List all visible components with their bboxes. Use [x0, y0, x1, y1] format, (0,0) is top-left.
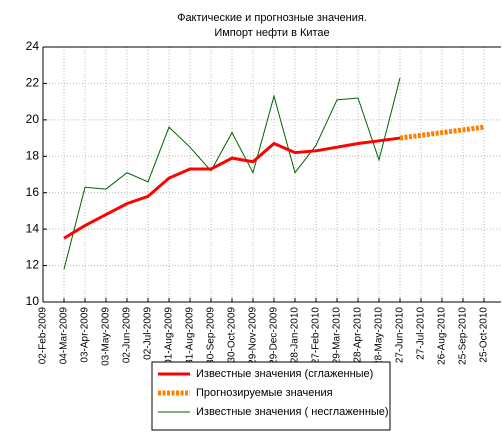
- legend-label: Известные значения (сглаженные): [196, 368, 373, 380]
- x-tick-label: 30-Sep-2009: [206, 307, 217, 365]
- x-tick-label: 02-Jun-2009: [122, 307, 133, 364]
- x-tick-label: 28-Jan-2010: [290, 307, 301, 364]
- y-tick-label: 24: [26, 39, 40, 53]
- y-tick-label: 16: [26, 185, 40, 199]
- y-tick-label: 20: [26, 112, 40, 126]
- y-tick-label: 10: [26, 294, 40, 308]
- x-tick-label: 04-Mar-2009: [59, 307, 70, 365]
- x-tick-label: 02-Jul-2009: [143, 307, 154, 360]
- chart-subtitle: Импорт нефти в Китае: [214, 27, 329, 39]
- x-tick-label: 29-Dec-2009: [269, 307, 280, 365]
- x-tick-label: 30-Oct-2009: [227, 307, 238, 363]
- x-tick-label: 02-Feb-2009: [38, 307, 49, 365]
- series-line: [63, 77, 401, 270]
- x-tick-label: 25-Sep-2010: [458, 307, 469, 365]
- x-tick-label: 25-Oct-2010: [479, 307, 490, 363]
- y-tick-label: 14: [26, 221, 40, 235]
- x-tick-label: 28-Apr-2010: [353, 307, 364, 363]
- x-tick-label: 26-Aug-2010: [437, 307, 448, 365]
- x-tick-label: 29-Nov-2009: [248, 307, 259, 365]
- series-line: [63, 136, 401, 240]
- x-tick-label: 01-Aug-2009: [164, 307, 175, 365]
- x-tick-label: 27-Jul-2010: [416, 307, 427, 360]
- chart-title: Фактические и прогнозные значения.: [177, 12, 367, 24]
- x-tick-label: 28-May-2010: [374, 307, 385, 366]
- legend-label: Известные значения ( несглаженные): [196, 406, 389, 418]
- x-tick-label: 31-Aug-2009: [185, 307, 196, 365]
- x-tick-label: 27-Feb-2010: [311, 307, 322, 365]
- x-tick-label: 27-Jun-2010: [395, 307, 406, 364]
- x-tick-label: 29-Mar-2010: [332, 307, 343, 365]
- x-tick-label: 03-May-2009: [101, 307, 112, 366]
- series-line: [399, 124, 485, 141]
- y-tick-label: 22: [26, 76, 40, 90]
- y-tick-label: 12: [26, 258, 40, 272]
- legend-box: [151, 361, 391, 431]
- plot-area: [43, 47, 501, 302]
- y-tick-label: 18: [26, 148, 40, 162]
- legend: Известные значения (сглаженные) Прогнозир…: [151, 361, 391, 431]
- x-tick-label: 03-Apr-2009: [80, 307, 91, 363]
- legend-label: Прогнозируемые значения: [196, 387, 333, 399]
